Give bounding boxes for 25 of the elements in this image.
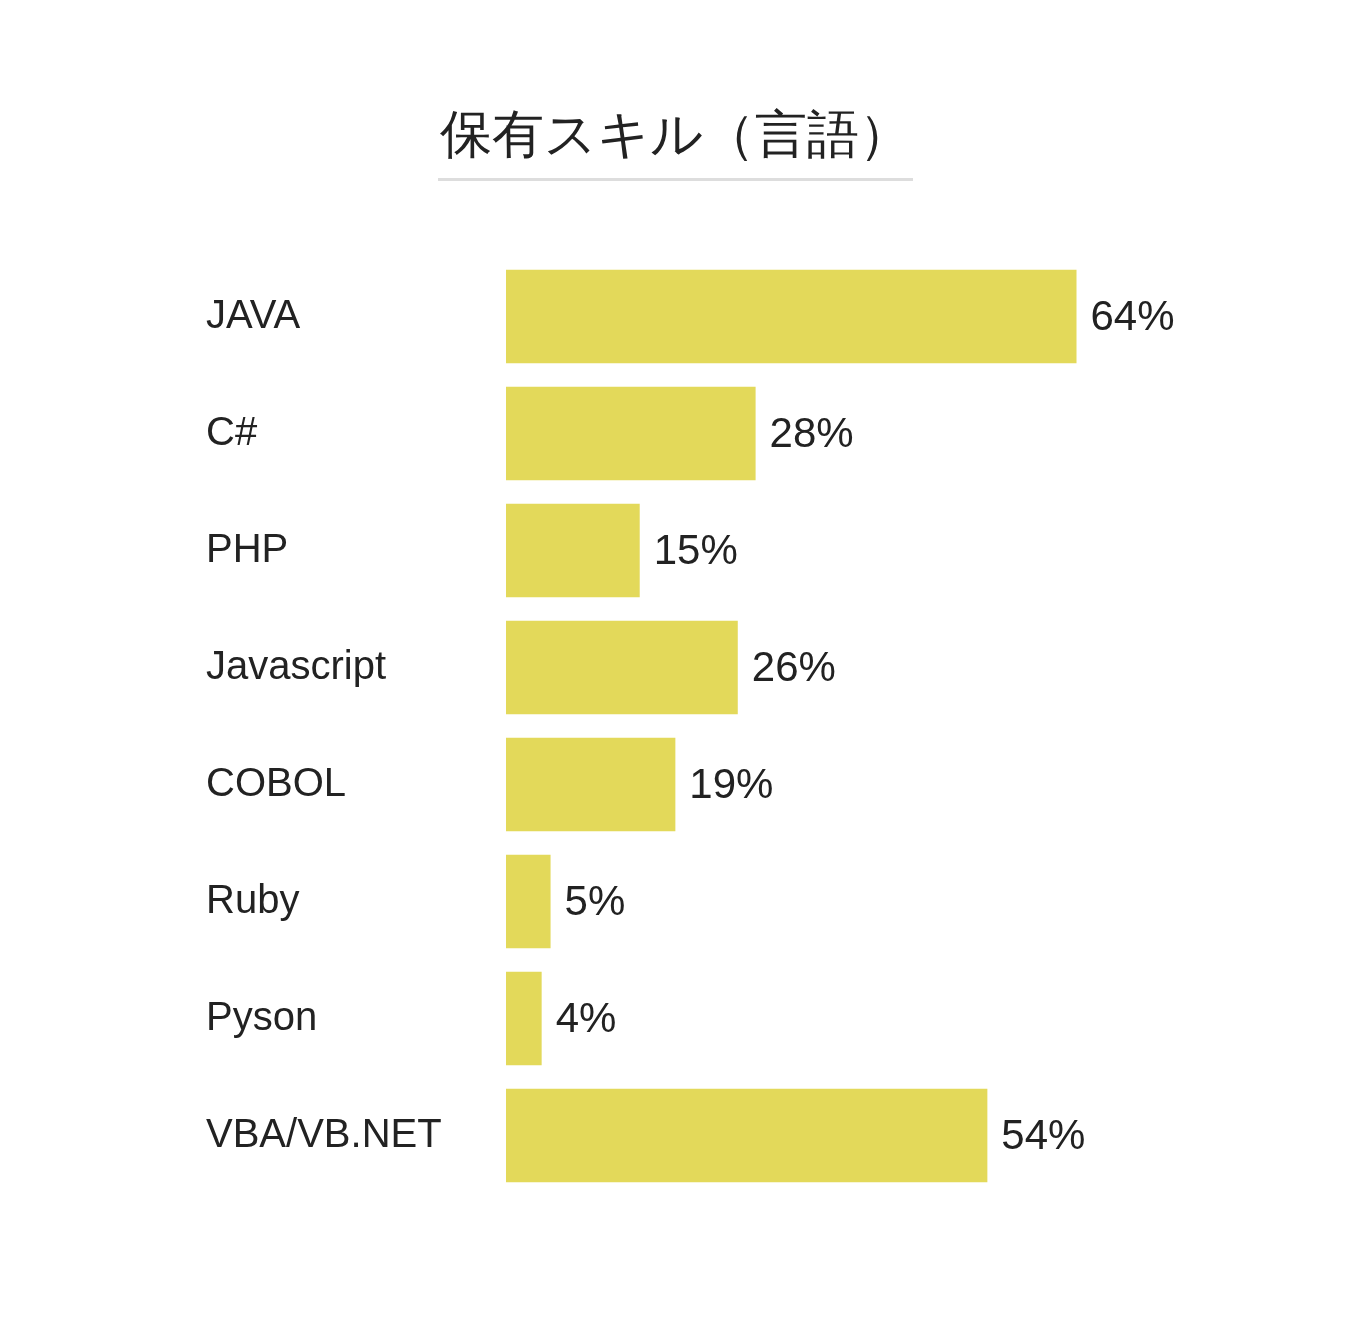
bar xyxy=(506,737,676,832)
bar xyxy=(506,386,756,481)
y-tick-label: Ruby xyxy=(206,876,300,921)
bar xyxy=(506,620,738,715)
y-tick-label: Javascript xyxy=(206,642,387,687)
bar xyxy=(506,971,542,1066)
bar xyxy=(506,269,1077,364)
data-label: 19% xyxy=(689,760,774,808)
y-tick-label: C# xyxy=(206,408,258,453)
data-label: 54% xyxy=(1001,1111,1086,1159)
data-label: 4% xyxy=(555,994,617,1042)
data-label: 26% xyxy=(751,643,836,691)
data-label: 64% xyxy=(1090,292,1175,340)
y-tick-label: PHP xyxy=(206,525,289,570)
y-tick-label: COBOL xyxy=(206,759,347,804)
data-label: 15% xyxy=(653,526,738,574)
bar xyxy=(506,1088,988,1183)
chart-title: 保有スキル（言語） xyxy=(437,100,913,181)
bar xyxy=(506,503,640,598)
data-label: 5% xyxy=(564,877,626,925)
y-tick-label: Pyson xyxy=(206,993,318,1038)
bar xyxy=(506,854,551,949)
y-tick-label: VBA/VB.NET xyxy=(206,1110,442,1155)
data-label: 28% xyxy=(769,409,854,457)
y-tick-label: JAVA xyxy=(206,291,301,336)
